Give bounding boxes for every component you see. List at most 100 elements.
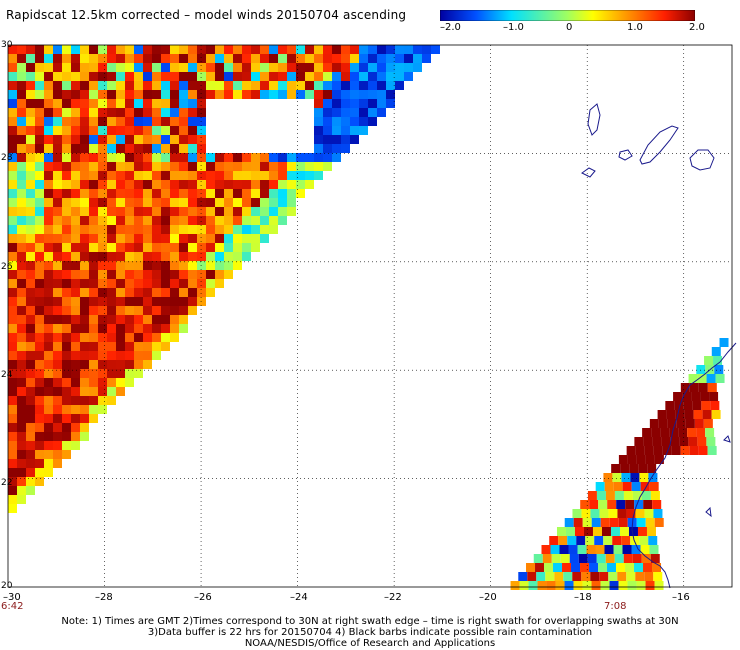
wind-cell [233, 216, 242, 225]
wind-cell [98, 45, 107, 54]
wind-cell [170, 252, 179, 261]
wind-cell [98, 324, 107, 333]
wind-cell [8, 477, 17, 486]
wind-cell [395, 45, 404, 54]
wind-cell [44, 360, 53, 369]
wind-cell [644, 509, 654, 518]
wind-cell [697, 374, 707, 383]
wind-cell [604, 545, 614, 554]
wind-cell [26, 387, 35, 396]
wind-cell [269, 162, 278, 171]
wind-cell [62, 315, 71, 324]
wind-cell [170, 207, 179, 216]
wind-cell [305, 63, 314, 72]
wind-cell [242, 81, 251, 90]
wind-cell [17, 468, 26, 477]
colorbar-tick-label: 2.0 [689, 22, 705, 33]
wind-cell [89, 99, 98, 108]
wind-cell [278, 216, 287, 225]
wind-cell [98, 243, 107, 252]
wind-cell [134, 252, 143, 261]
wind-cell [116, 261, 125, 270]
wind-cell [62, 432, 71, 441]
lat-label: 26 [1, 262, 13, 272]
wind-cell [305, 90, 314, 99]
wind-cell [53, 432, 62, 441]
wind-cell [233, 45, 242, 54]
wind-cell [251, 216, 260, 225]
wind-cell [242, 45, 251, 54]
wind-cell [242, 216, 251, 225]
lat-label: 24 [1, 370, 13, 380]
wind-cell [242, 63, 251, 72]
wind-cell [44, 162, 53, 171]
wind-cell [89, 153, 98, 162]
wind-cell [260, 90, 269, 99]
wind-cell [698, 446, 708, 455]
wind-cell [188, 243, 197, 252]
wind-cell [17, 81, 26, 90]
wind-cell [26, 297, 35, 306]
wind-cell [26, 450, 35, 459]
wind-cell [377, 99, 386, 108]
wind-cell [580, 500, 590, 509]
wind-cell [26, 378, 35, 387]
wind-cell [341, 45, 350, 54]
lat-label: 28 [1, 153, 13, 163]
wind-cell [89, 369, 98, 378]
wind-cell [368, 90, 377, 99]
wind-cell [197, 279, 206, 288]
wind-cell [107, 180, 116, 189]
wind-cell [62, 189, 71, 198]
wind-cell [35, 477, 44, 486]
wind-cell [618, 518, 628, 527]
wind-cell [125, 342, 134, 351]
wind-cell [80, 108, 89, 117]
wind-cell [134, 261, 143, 270]
wind-cell [116, 333, 125, 342]
wind-cell [53, 423, 62, 432]
wind-cell [26, 54, 35, 63]
wind-cell [98, 396, 107, 405]
wind-cell [564, 581, 574, 590]
wind-cell [35, 423, 44, 432]
wind-cell [44, 234, 53, 243]
wind-cell [62, 144, 71, 153]
wind-cell [53, 135, 62, 144]
wind-cell [188, 45, 197, 54]
wind-cell [314, 99, 323, 108]
wind-cell [125, 90, 134, 99]
wind-cell [179, 144, 188, 153]
wind-cell [170, 315, 179, 324]
wind-cell [179, 288, 188, 297]
wind-cell [546, 581, 556, 590]
wind-cell [233, 261, 242, 270]
wind-cell [332, 45, 341, 54]
wind-cell [188, 144, 197, 153]
wind-cell [134, 225, 143, 234]
wind-cell [98, 333, 107, 342]
wind-cell [26, 234, 35, 243]
wind-cell [654, 455, 664, 464]
wind-cell [549, 536, 559, 545]
wind-cell [116, 387, 125, 396]
wind-cell [89, 252, 98, 261]
wind-cell [134, 216, 143, 225]
wind-cell [35, 180, 44, 189]
wind-cell [692, 401, 702, 410]
wind-cell [314, 144, 323, 153]
wind-cell [568, 545, 578, 554]
wind-cell [161, 342, 170, 351]
wind-cell [44, 423, 53, 432]
wind-cell [80, 288, 89, 297]
wind-cell [341, 99, 350, 108]
wind-cell [688, 374, 698, 383]
wind-cell [278, 72, 287, 81]
wind-cell [17, 414, 26, 423]
wind-cell [17, 45, 26, 54]
wind-cell [152, 117, 161, 126]
wind-cell [188, 99, 197, 108]
wind-cell [323, 54, 332, 63]
wind-cell [368, 117, 377, 126]
wind-cell [80, 360, 89, 369]
